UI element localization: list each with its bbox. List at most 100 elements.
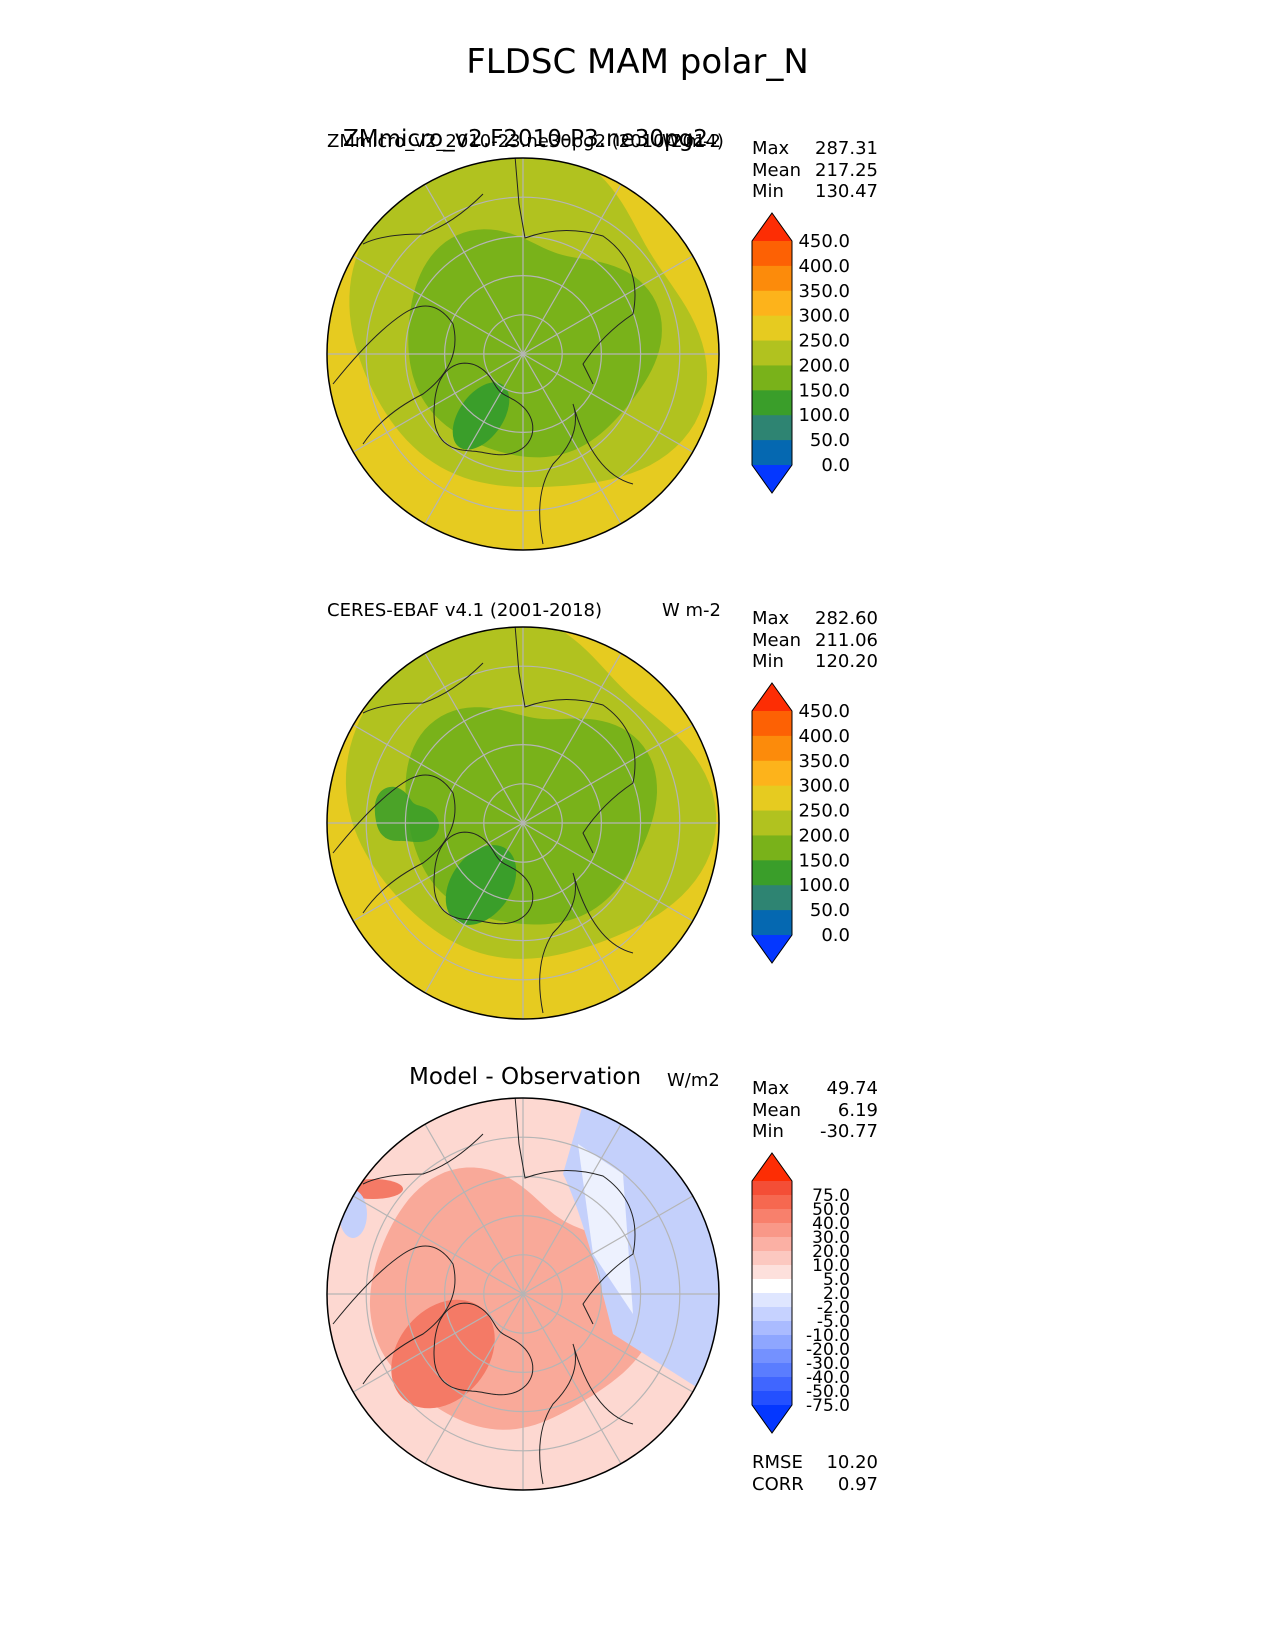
colorbar-segment — [752, 910, 792, 936]
colorbar-segment — [752, 835, 792, 861]
coastlines-2 — [332, 627, 636, 1014]
graticule-1 — [327, 158, 719, 550]
coastline-europe — [539, 1343, 634, 1485]
colorbar-segment — [752, 1181, 792, 1196]
colorbar-tick-label: 0.0 — [821, 455, 850, 476]
colorbar-tick-label: 150.0 — [798, 850, 850, 871]
stat-mean-value: 217.25 — [815, 159, 878, 181]
colorbar-tick-label: 50.0 — [810, 430, 850, 451]
stat-min-label: Min — [752, 1121, 784, 1142]
colorbar-segment — [752, 810, 792, 836]
panel-1-units: W m-2 — [662, 131, 722, 152]
stat-min-value: 120.20 — [815, 651, 878, 672]
colorbar-tick-label: 400.0 — [798, 726, 850, 747]
colorbar-segment — [752, 1237, 792, 1252]
colorbar-tick-label: 100.0 — [798, 405, 850, 426]
colorbar-tick-label: 75.0 — [812, 1186, 850, 1206]
rmse-label: RMSE — [752, 1452, 803, 1473]
colorbar-segment — [752, 885, 792, 911]
colorbar-extend-max — [752, 1153, 792, 1181]
colorbar-tick-label: -20.0 — [806, 1340, 850, 1360]
colorbar-segment — [752, 1307, 792, 1322]
colorbar-extend-min — [752, 465, 792, 493]
panel-2-units: W m-2 — [662, 600, 722, 621]
colorbar-segment — [752, 1279, 792, 1294]
stat-mean-label: Mean — [752, 1099, 802, 1121]
colorbar-tick-label: 0.0 — [821, 925, 850, 946]
stat-mean-label: Mean — [752, 159, 802, 181]
colorbar-segment — [752, 440, 792, 466]
stat-mean-value: 6.19 — [837, 1099, 878, 1121]
colorbar-tick-label: 5.0 — [823, 1270, 850, 1290]
colorbar-outline — [751, 682, 793, 964]
coastline-europe — [539, 403, 634, 545]
field-min-patch — [374, 786, 439, 842]
colorbar-tick-label: -30.0 — [806, 1354, 850, 1374]
colorbar-tick-label: -2.0 — [817, 1298, 850, 1318]
panel-3-metrics: RMSE 10.20 CORR 0.97 — [752, 1452, 878, 1495]
colorbar-tick-label: 350.0 — [798, 281, 850, 302]
map-outline-3 — [326, 1097, 720, 1491]
stat-min-label: Min — [752, 181, 784, 202]
colorbar-tick-label: 50.0 — [812, 1200, 850, 1220]
colorbar-segment — [752, 1377, 792, 1392]
map-outline-1 — [326, 157, 720, 551]
colorbar-segment — [752, 1293, 792, 1308]
colorbar-outline — [751, 1152, 793, 1434]
colorbar-segment — [752, 1391, 792, 1406]
colorbar-segment — [752, 860, 792, 886]
coastlines-1 — [332, 158, 636, 545]
colorbar-2: 0.0 50.0 100.0 150.0 200.0 250.0 300.0 350.0 400… — [751, 682, 850, 964]
colorbar-tick-label: 200.0 — [798, 825, 850, 846]
colorbar-tick-label: -40.0 — [806, 1368, 850, 1388]
panel-1-stats: Max 287.31 Mean 217.25 Min 130.47 — [752, 138, 878, 203]
colorbar-segment — [752, 340, 792, 366]
colorbar-segment — [752, 315, 792, 342]
coastlines-3 — [332, 1098, 636, 1485]
colorbar-tick-label: -5.0 — [817, 1312, 850, 1332]
colorbar-tick-label: 450.0 — [798, 231, 850, 252]
colorbar-segment — [752, 390, 792, 416]
colorbar-segment — [752, 241, 792, 267]
stat-max-label: Max — [752, 1078, 790, 1099]
panel-2-left-title: CERES-EBAF v4.1 (2001-2018) — [327, 600, 603, 621]
colorbar-3: -75.0-50.0-40.0-30.0-20.0-10.0-5.0-2.02.… — [751, 1152, 850, 1434]
corr-value: 0.97 — [837, 1473, 878, 1495]
colorbar-tick-label: 250.0 — [798, 801, 850, 822]
coastline-north-america — [332, 774, 456, 914]
colorbar-segment — [752, 1195, 792, 1210]
colorbar-segment — [752, 1223, 792, 1238]
corr-label: CORR — [752, 1473, 804, 1495]
colorbar-tick-label: 40.0 — [812, 1214, 850, 1234]
coastline-europe — [539, 872, 634, 1014]
colorbar-segment — [752, 365, 792, 391]
stat-max-value: 287.31 — [815, 138, 878, 159]
colorbar-extend-max — [752, 683, 792, 711]
colorbar-tick-label: 350.0 — [798, 751, 850, 772]
longitude-line — [424, 652, 622, 994]
colorbar-extend-min — [752, 1405, 792, 1433]
colorbar-tick-label: 50.0 — [810, 900, 850, 921]
panel-3-stats: Max 49.74 Mean 6.19 Min -30.77 — [752, 1078, 878, 1143]
stat-max-value: 282.60 — [815, 608, 878, 629]
longitude-line — [424, 1123, 622, 1465]
graticule-3 — [327, 1098, 719, 1490]
coastline-alaska — [362, 662, 484, 714]
colorbar-segment — [752, 1321, 792, 1336]
colorbar-tick-label: -75.0 — [806, 1396, 850, 1416]
coastline-eurasia — [514, 1098, 636, 1325]
colorbar-segment — [752, 711, 792, 737]
coastline-north-america — [332, 1245, 456, 1385]
colorbar-tick-label: 30.0 — [812, 1228, 850, 1248]
colorbar-segment — [752, 785, 792, 812]
colorbar-tick-label: -50.0 — [806, 1382, 850, 1402]
colorbar-tick-label: 20.0 — [812, 1242, 850, 1262]
stat-min-value: -30.77 — [819, 1121, 878, 1142]
coastline-eurasia — [514, 158, 636, 385]
colorbar-tick-label: 400.0 — [798, 256, 850, 277]
stat-max-label: Max — [752, 138, 790, 159]
stat-min-value: 130.47 — [815, 181, 878, 202]
colorbar-tick-label: 300.0 — [798, 306, 850, 327]
coastline-alaska — [362, 1133, 484, 1185]
